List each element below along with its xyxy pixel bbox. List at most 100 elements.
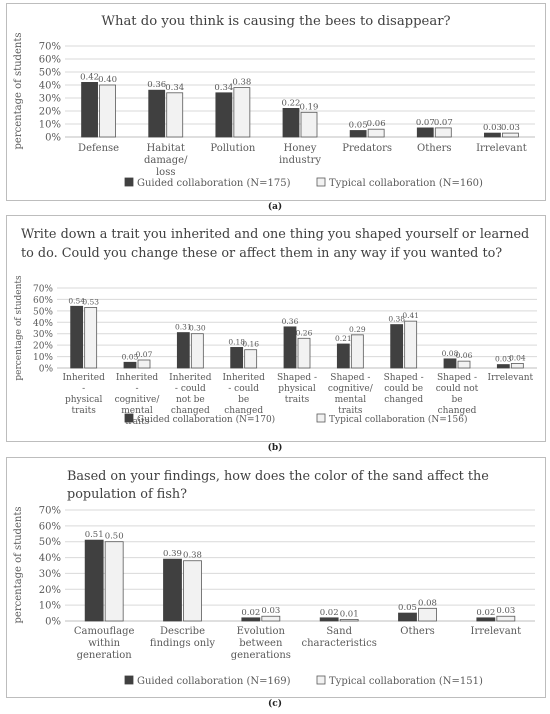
data-label: 0.31 (175, 323, 192, 332)
data-label: 0.54 (68, 296, 85, 305)
y-tick-label: 50% (33, 307, 53, 317)
x-tick-label: Others (400, 626, 435, 637)
data-label: 0.50 (105, 532, 124, 542)
x-tick-label: Shaped -could not be changed (436, 373, 479, 416)
y-tick-label: 10% (39, 120, 61, 131)
data-label: 0.05 (349, 121, 368, 131)
sublabel-b: (b) (267, 443, 283, 453)
data-label: 0.05 (122, 352, 139, 361)
data-label: 0.03 (261, 606, 280, 616)
data-label: 0.36 (147, 80, 166, 90)
data-label: 0.38 (232, 78, 251, 88)
x-tick-label: Shaped -physical traits (277, 373, 317, 405)
y-tick-label: 40% (33, 319, 53, 329)
bar-guided (319, 617, 339, 622)
y-tick-label: 50% (39, 537, 61, 548)
y-tick-label: 10% (33, 353, 53, 363)
data-label: 0.03 (495, 355, 512, 364)
data-label: 0.06 (456, 351, 473, 360)
data-label: 0.07 (416, 118, 435, 128)
bar-typical (104, 541, 124, 622)
x-tick-label: Irrelevant (488, 373, 534, 383)
data-label: 0.22 (282, 98, 301, 108)
sublabel-c: (c) (268, 699, 282, 709)
x-tick-label: Predators (342, 143, 392, 154)
data-label: 0.08 (418, 598, 437, 608)
y-tick-label: 20% (33, 342, 53, 352)
legend-label-guided: Guided collaboration (N=170) (137, 414, 275, 425)
legend-swatch-typical (316, 177, 326, 187)
y-axis-label: percentage of students (13, 33, 24, 150)
data-label: 0.34 (214, 83, 233, 93)
data-label: 0.06 (367, 119, 386, 129)
x-tick-label: Evolution between generations (231, 626, 291, 661)
x-tick-label: Defense (78, 143, 119, 154)
chart-c: 0% 10% 20% 30% 40% 50% 60% 70% percentage of stu… (13, 506, 535, 687)
x-tick-label: Inherited - could not be changed (169, 373, 212, 416)
bar-guided (336, 343, 350, 369)
bar-guided (81, 82, 98, 138)
chart-title-c: Based on your findings, how does the col… (67, 469, 489, 502)
bar-typical (297, 337, 311, 369)
bar-guided (349, 130, 367, 138)
bar-guided (283, 326, 297, 369)
bar-typical (233, 87, 251, 138)
data-label: 0.42 (80, 72, 99, 82)
y-tick-label: 0% (45, 617, 61, 628)
data-label: 0.02 (241, 608, 260, 618)
legend-swatch-typical (316, 413, 326, 423)
y-tick-label: 70% (39, 506, 61, 517)
legend-label-typical: Typical collaboration (N=160) (329, 178, 483, 189)
x-tick-label: Inherited -physical traits (62, 373, 105, 416)
bar-typical (510, 363, 524, 369)
bar-guided (230, 347, 244, 369)
data-label: 0.38 (388, 315, 405, 324)
bar-typical (350, 334, 364, 369)
bar-guided (496, 364, 510, 369)
bar-guided (176, 332, 190, 369)
bar-guided (163, 558, 182, 622)
chart-panel-c: Based on your findings, how does the col… (6, 457, 546, 698)
legend-label-guided: Guided collaboration (N=169) (137, 676, 291, 687)
y-tick-label: 60% (39, 521, 61, 532)
x-tick-label: Shaped -could be changed (384, 373, 424, 405)
data-label: 0.18 (228, 337, 245, 346)
data-label: 0.03 (496, 606, 515, 616)
bar-guided (390, 324, 404, 369)
data-label: 0.21 (335, 334, 352, 343)
bar-typical (418, 607, 437, 622)
chart-a: 0% 10% 20% 30% 40% 50% 60% 70% percentage of stu… (13, 33, 535, 189)
bar-typical (99, 84, 116, 138)
data-label: 0.41 (402, 311, 419, 320)
x-tick-label: Habitat damage/loss (144, 143, 188, 178)
y-tick-label: 20% (39, 107, 61, 118)
bar-typical (367, 128, 385, 138)
x-tick-label: Sand characteristics (301, 626, 376, 649)
legend-swatch-typical (316, 675, 326, 685)
bar-guided (416, 127, 434, 138)
x-tick-label: Irrelevant (476, 143, 527, 154)
y-tick-label: 10% (39, 601, 61, 612)
data-label: 0.07 (434, 118, 453, 128)
bar-typical (404, 320, 418, 369)
bar-typical (434, 127, 452, 138)
bar-typical (137, 359, 151, 369)
y-tick-label: 30% (33, 330, 53, 340)
y-axis-label: percentage of students (13, 507, 24, 624)
y-tick-label: 60% (33, 296, 53, 306)
data-label: 0.16 (242, 340, 259, 349)
data-label: 0.04 (509, 353, 526, 362)
x-tick-label: Honey industry (279, 143, 321, 166)
chart-panel-b: Write down a trait you inherited and one… (6, 215, 546, 442)
bar-typical (339, 619, 359, 622)
x-tick-label: Others (417, 143, 452, 154)
y-tick-label: 60% (39, 55, 61, 66)
x-tick-label: Irrelevant (471, 626, 522, 637)
bar-typical (190, 333, 204, 369)
bar-guided (84, 539, 104, 622)
bar-guided (282, 108, 300, 138)
legend-swatch-guided (124, 177, 134, 187)
data-label: 0.30 (189, 324, 206, 333)
x-tick-label: Shaped -cognitive/mental traits (328, 373, 374, 416)
y-tick-label: 50% (39, 68, 61, 79)
